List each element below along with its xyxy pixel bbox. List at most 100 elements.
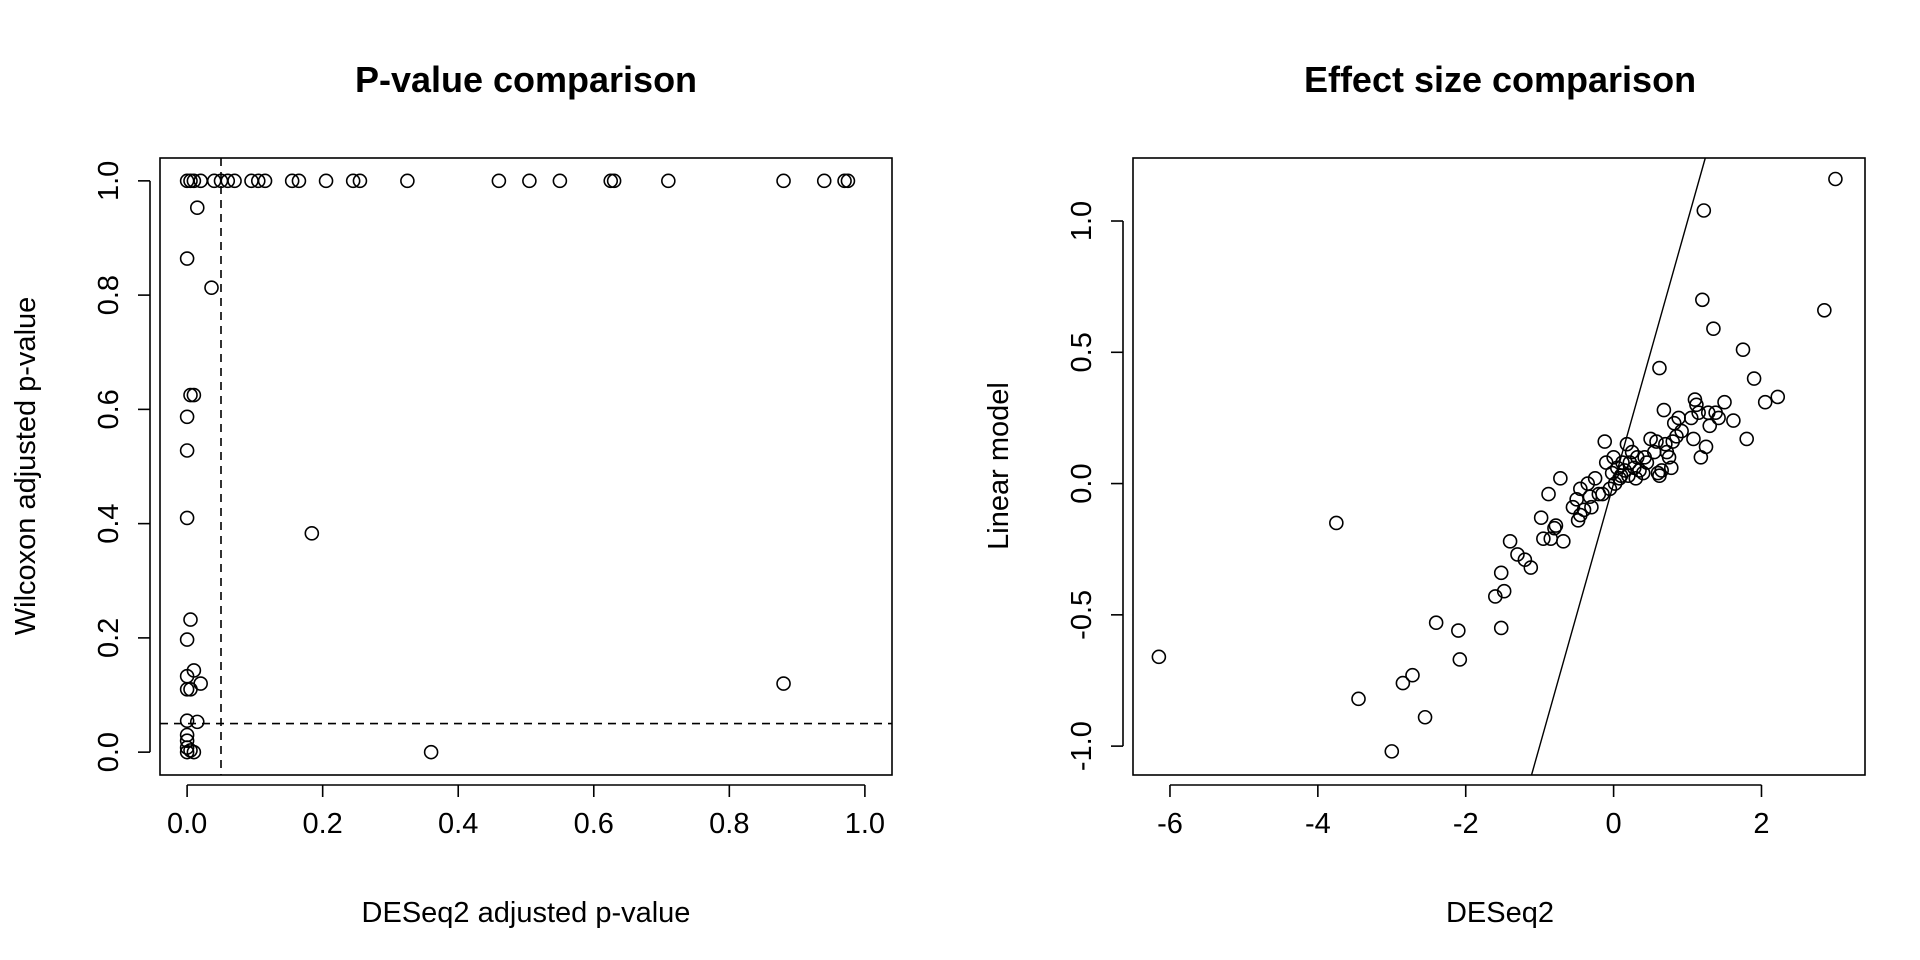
data-point	[179, 409, 195, 425]
data-point	[1639, 455, 1655, 470]
data-point	[220, 173, 236, 189]
data-point	[318, 173, 334, 189]
data-point	[552, 173, 568, 189]
data-point	[1770, 389, 1786, 405]
data-point	[1595, 486, 1610, 502]
plot-area	[1132, 157, 1866, 776]
data-point	[186, 173, 202, 189]
data-point	[1384, 744, 1400, 759]
data-point	[1726, 413, 1741, 428]
x-axis-label: DESeq2	[1446, 897, 1554, 929]
data-point	[304, 526, 320, 541]
data-point	[1576, 502, 1592, 518]
data-point	[1695, 292, 1710, 308]
data-point	[189, 714, 205, 730]
y-tick-label: -0.5	[1066, 590, 1098, 640]
y-tick-label: 0.5	[1066, 332, 1098, 372]
scatter-points	[1151, 171, 1843, 759]
data-point	[1584, 499, 1599, 515]
data-point	[179, 251, 195, 266]
data-point	[183, 173, 198, 189]
data-point	[186, 744, 202, 760]
y-axis-label: Linear model	[983, 382, 1015, 550]
data-point	[837, 173, 852, 189]
data-point	[1553, 471, 1568, 486]
data-point	[227, 173, 242, 189]
x-axis-label: DESeq2 adjusted p-value	[362, 897, 691, 929]
x-tick-label: -6	[1157, 808, 1183, 840]
identity-reference-line	[1530, 157, 1706, 776]
data-point	[1702, 418, 1718, 434]
data-point	[1615, 455, 1630, 470]
data-point	[1739, 431, 1754, 447]
data-point	[1556, 534, 1571, 549]
data-point	[1151, 649, 1167, 665]
x-tick-label: 0.0	[167, 808, 207, 840]
data-point	[257, 173, 273, 189]
data-point	[816, 173, 832, 189]
data-point	[1536, 531, 1551, 547]
data-point	[183, 387, 198, 403]
data-point	[606, 173, 622, 189]
data-point	[1663, 460, 1679, 476]
data-point	[1587, 471, 1603, 486]
data-point	[1757, 394, 1773, 410]
data-point	[1541, 486, 1556, 502]
data-point	[1656, 402, 1672, 418]
data-point	[1452, 652, 1468, 667]
data-point	[1602, 481, 1618, 497]
y-tick-label: -1.0	[1066, 721, 1098, 771]
data-point	[1632, 463, 1647, 478]
data-point	[1691, 405, 1706, 420]
data-point	[179, 733, 195, 749]
data-point	[291, 173, 307, 189]
x-tick-label: 0	[1606, 808, 1622, 840]
data-point	[1493, 565, 1509, 581]
data-point	[1746, 371, 1762, 386]
data-point	[1565, 499, 1581, 515]
data-point	[1717, 394, 1732, 410]
data-point	[1597, 434, 1613, 449]
data-point	[1674, 423, 1689, 439]
axis-ticks: 0.0 0.2 0.4 0.6 0.8 1.0 0.0 0.2 0.4 0.6 0.8 1.0	[93, 161, 885, 840]
data-point	[1661, 450, 1677, 465]
data-point	[1628, 471, 1644, 486]
data-point	[522, 173, 537, 189]
data-point	[1711, 410, 1726, 426]
data-point	[776, 173, 791, 189]
chart-title: Effect size comparison	[1304, 59, 1696, 100]
y-axis-label: Wilcoxon adjusted p-value	[10, 297, 42, 636]
reference-lines	[1530, 157, 1706, 776]
data-point	[1658, 436, 1673, 452]
data-point	[189, 200, 205, 216]
reference-lines	[160, 158, 892, 775]
data-point	[1624, 444, 1640, 460]
x-tick-label: 0.4	[438, 808, 478, 840]
data-point	[603, 173, 619, 189]
data-point	[345, 173, 361, 189]
data-point	[1696, 203, 1712, 218]
data-point	[1573, 481, 1588, 497]
data-point	[1706, 321, 1721, 336]
x-tick-label: 2	[1753, 808, 1769, 840]
data-point	[491, 173, 507, 189]
data-point	[1493, 620, 1509, 636]
data-point	[423, 744, 439, 760]
data-point	[1649, 434, 1664, 449]
data-point	[1547, 520, 1562, 536]
data-point	[661, 173, 676, 189]
data-point	[179, 632, 195, 647]
data-point	[1686, 431, 1701, 447]
data-point	[1533, 510, 1549, 525]
data-point	[1405, 667, 1420, 683]
effect-size-comparison-panel: Effect size comparison -6 -4 -2 0 2 -1.0 -0.5 0…	[983, 59, 1866, 929]
data-point	[1635, 465, 1651, 481]
data-point	[1652, 360, 1667, 376]
data-point	[1523, 560, 1539, 575]
data-point	[1817, 302, 1832, 318]
data-point	[179, 744, 195, 760]
data-point	[1428, 615, 1444, 631]
data-point	[1622, 455, 1638, 470]
y-tick-label: 0.4	[93, 503, 125, 543]
data-point	[1417, 709, 1433, 725]
